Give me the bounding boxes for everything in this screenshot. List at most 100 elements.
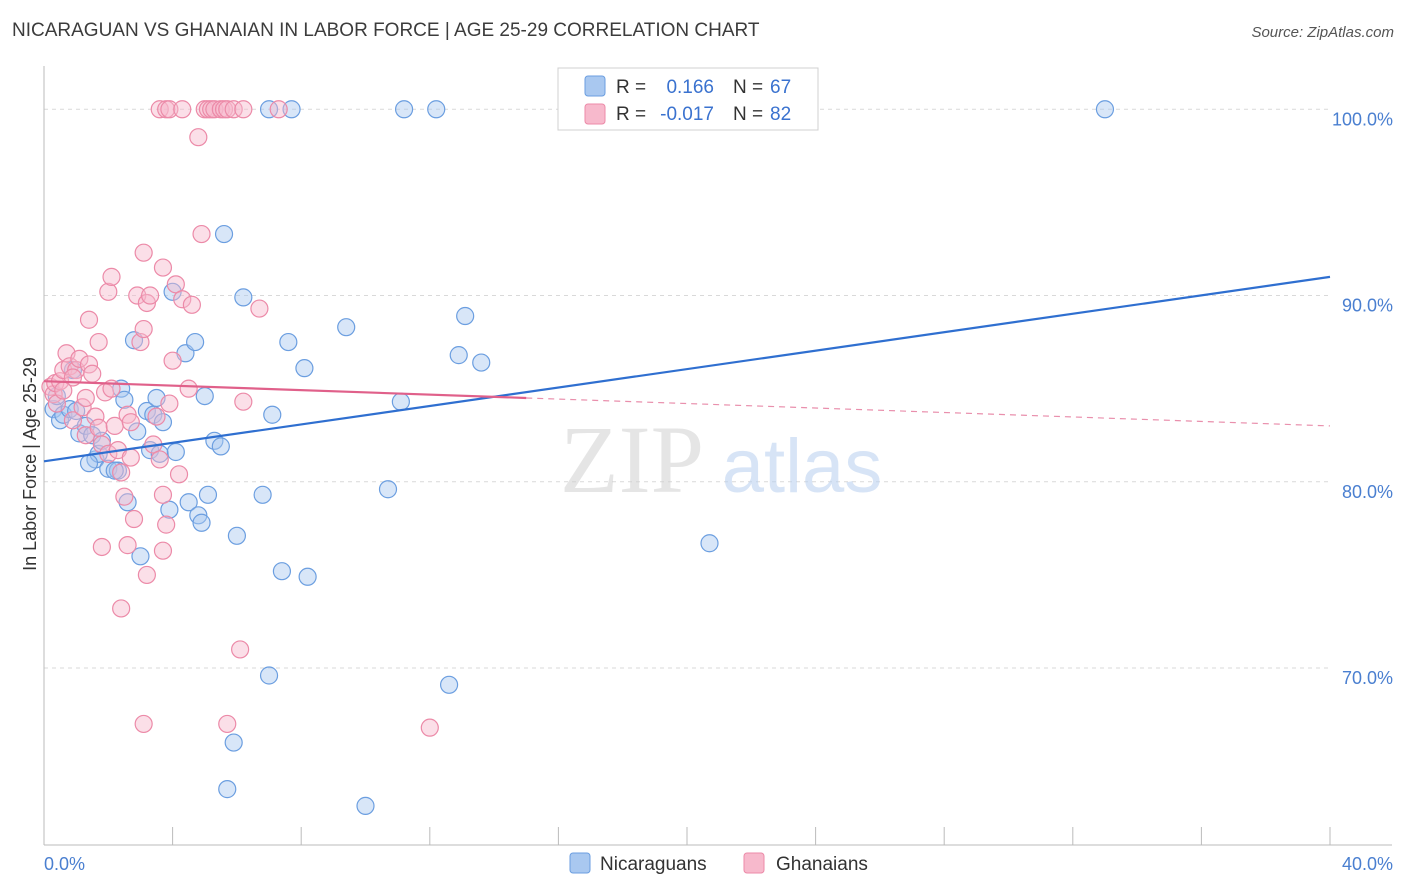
nicaraguans-point [472,353,491,372]
ghanaians-point [189,128,208,147]
ghanaians-point [192,224,211,244]
ghanaians-point [115,487,134,506]
legend-swatch-nicaraguans [584,75,606,97]
nicaraguans-point [211,437,230,456]
legend-n-label-2: N = [733,104,763,125]
x-tick-label: 40.0% [1342,854,1393,874]
ghanaians-point [89,332,108,352]
ghanaians-points [41,100,439,737]
ghanaians-point [147,407,166,426]
y-tick-label: 90.0% [1342,296,1393,316]
ghanaians-point [137,565,156,585]
nicaraguans-point [272,562,292,581]
ghanaians-point [160,100,179,119]
legend-swatch-ghanaians [584,103,606,125]
x-tick-label: 0.0% [44,854,85,874]
ghanaians-point [92,537,111,557]
nicaraguans-point [131,547,150,566]
nicaraguans-point [298,567,317,586]
ghanaians-point [160,394,179,413]
y-tick-labels: 70.0% 80.0% 90.0% 100.0% [1332,109,1393,688]
nicaraguans-point [166,442,185,462]
nicaraguans-point [198,485,218,504]
ghanaians-point [153,258,173,277]
ghanaians-point [99,282,118,301]
watermark: ZIP atlas [560,406,882,513]
nicaraguans-point [439,675,459,694]
ghanaians-point [134,714,153,734]
ghanaians-point [89,418,108,437]
ghanaians-point [118,536,137,555]
ghanaians-point [112,599,131,618]
nicaraguans-point [115,390,134,409]
ghanaians-point [83,364,102,383]
nicaraguans-point [259,100,279,119]
legend-r-value-2: -0.017 [660,104,714,125]
y-tick-label: 100.0% [1332,109,1393,129]
nicaraguans-point [356,796,375,815]
y-axis-label: In Labor Force | Age 25-29 [20,357,40,571]
ghanaians-point [76,388,95,408]
nicaraguans-point [105,461,124,480]
ghanaians-point [128,286,147,305]
ghanaians-point [102,267,121,286]
legend-r-value-1: 0.166 [666,77,714,98]
y-tick-label: 70.0% [1342,668,1393,688]
ghanaians-point [218,714,237,734]
ghanaians-point [124,509,144,529]
nicaraguans-point [449,346,468,365]
ghanaians-point [231,640,250,659]
nicaraguans-point [378,480,398,499]
axes [43,66,1392,846]
y-tick-label: 80.0% [1342,482,1393,502]
ghanaians-point [179,379,198,398]
legend-r-label-1: R = [616,77,646,98]
legend-r-label-2: R = [616,104,646,125]
ghanaians-point [70,349,89,368]
nicaraguans-point [1095,100,1115,119]
nicaraguans-point [337,318,356,337]
ghanaians-point [420,718,439,737]
legend: R = 0.166 N = 67 R = -0.017 N = 82 [557,67,819,131]
chart-title: NICARAGUAN VS GHANAIAN IN LABOR FORCE | … [12,20,760,41]
nicaraguans-point [83,426,102,445]
ghanaians-point [121,448,140,467]
watermark-atlas: atlas [722,424,883,509]
ghanaians-point [269,100,288,119]
ghanaians-trend-line-extension [526,397,1331,427]
ghanaians-point [140,286,160,305]
nicaraguans-point [427,100,446,119]
ghanaians-point [150,100,169,119]
legend-n-value-1: 67 [770,77,791,98]
ghanaians-point [150,450,169,469]
nicaraguans-point [279,332,298,352]
ghanaians-point [163,351,182,370]
nicaraguans-point [179,493,198,512]
nicaraguans-points [44,100,1115,815]
ghanaians-point [134,319,153,339]
nicaraguans-point [214,224,234,244]
series-swatch-nicaraguans [569,852,591,874]
series-legend: Nicaraguans Ghanaians [569,852,868,875]
nicaraguans-point [128,422,147,441]
ghanaians-point [157,515,176,534]
ghanaians-point [205,100,224,119]
series-label-ghanaians: Ghanaians [776,854,868,875]
source-label: Source: ZipAtlas.com [1251,24,1394,41]
nicaraguans-point [186,332,205,352]
ghanaians-point [153,541,173,560]
ghanaians-point [134,243,153,262]
nicaraguans-point [456,306,475,326]
ghanaians-point [79,310,99,329]
nicaraguans-point [253,485,272,504]
ghanaians-point [173,100,192,119]
nicaraguans-point [224,733,243,752]
ghanaians-point [153,485,173,504]
nicaraguans-point [118,493,137,512]
nicaraguans-point [79,454,99,473]
nicaraguans-point [700,534,719,553]
ghanaians-point [182,295,201,314]
nicaraguans-point [195,387,214,406]
ghanaians-point [86,407,105,426]
